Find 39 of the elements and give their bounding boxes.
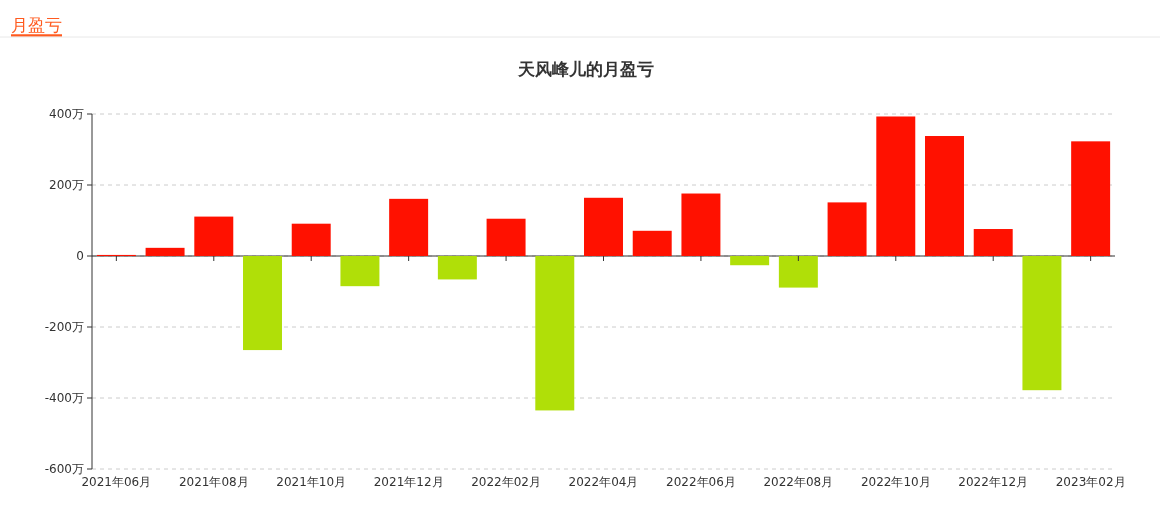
- chart-title: 天风峰儿的月盈亏: [517, 59, 654, 79]
- x-tick-label: 2021年10月: [276, 475, 347, 489]
- bar: [973, 229, 1013, 256]
- x-tick-label: 2023年02月: [1055, 475, 1126, 489]
- y-tick-label: -400万: [44, 391, 84, 405]
- bar: [194, 216, 234, 256]
- annotation: 月盈亏: [11, 15, 62, 35]
- bar: [486, 218, 526, 256]
- bar: [437, 256, 477, 280]
- bar: [632, 230, 672, 256]
- x-tick-label: 2022年06月: [666, 475, 736, 489]
- x-tick-label: 2022年02月: [471, 475, 541, 489]
- bar: [535, 256, 575, 411]
- x-tick-label: 2022年10月: [860, 475, 931, 489]
- y-tick-label: -200万: [44, 320, 84, 334]
- bar: [876, 116, 916, 256]
- y-tick-label: 200万: [49, 178, 84, 192]
- bar: [681, 193, 721, 256]
- x-tick-label: 2021年12月: [373, 475, 444, 489]
- bar: [340, 256, 380, 287]
- bar: [1022, 256, 1062, 391]
- bar: [145, 247, 185, 256]
- y-tick-label: -600万: [44, 462, 84, 476]
- x-tick-label: 2022年08月: [763, 475, 834, 489]
- x-tick-label: 2021年08月: [178, 475, 249, 489]
- bar: [778, 256, 818, 288]
- bar: [925, 136, 964, 256]
- bar: [389, 198, 429, 256]
- x-tick-label: 2022年04月: [568, 475, 639, 489]
- x-tick-label: 2021年06月: [81, 475, 152, 489]
- y-tick-label: 400万: [49, 107, 84, 121]
- bar: [827, 202, 867, 256]
- bar: [584, 197, 623, 256]
- bar: [243, 256, 282, 351]
- x-tick-label: 2022年12月: [958, 475, 1029, 489]
- bar: [730, 256, 770, 266]
- y-tick-label: 0: [76, 249, 84, 263]
- bar: [291, 223, 331, 256]
- bar: [1071, 141, 1111, 256]
